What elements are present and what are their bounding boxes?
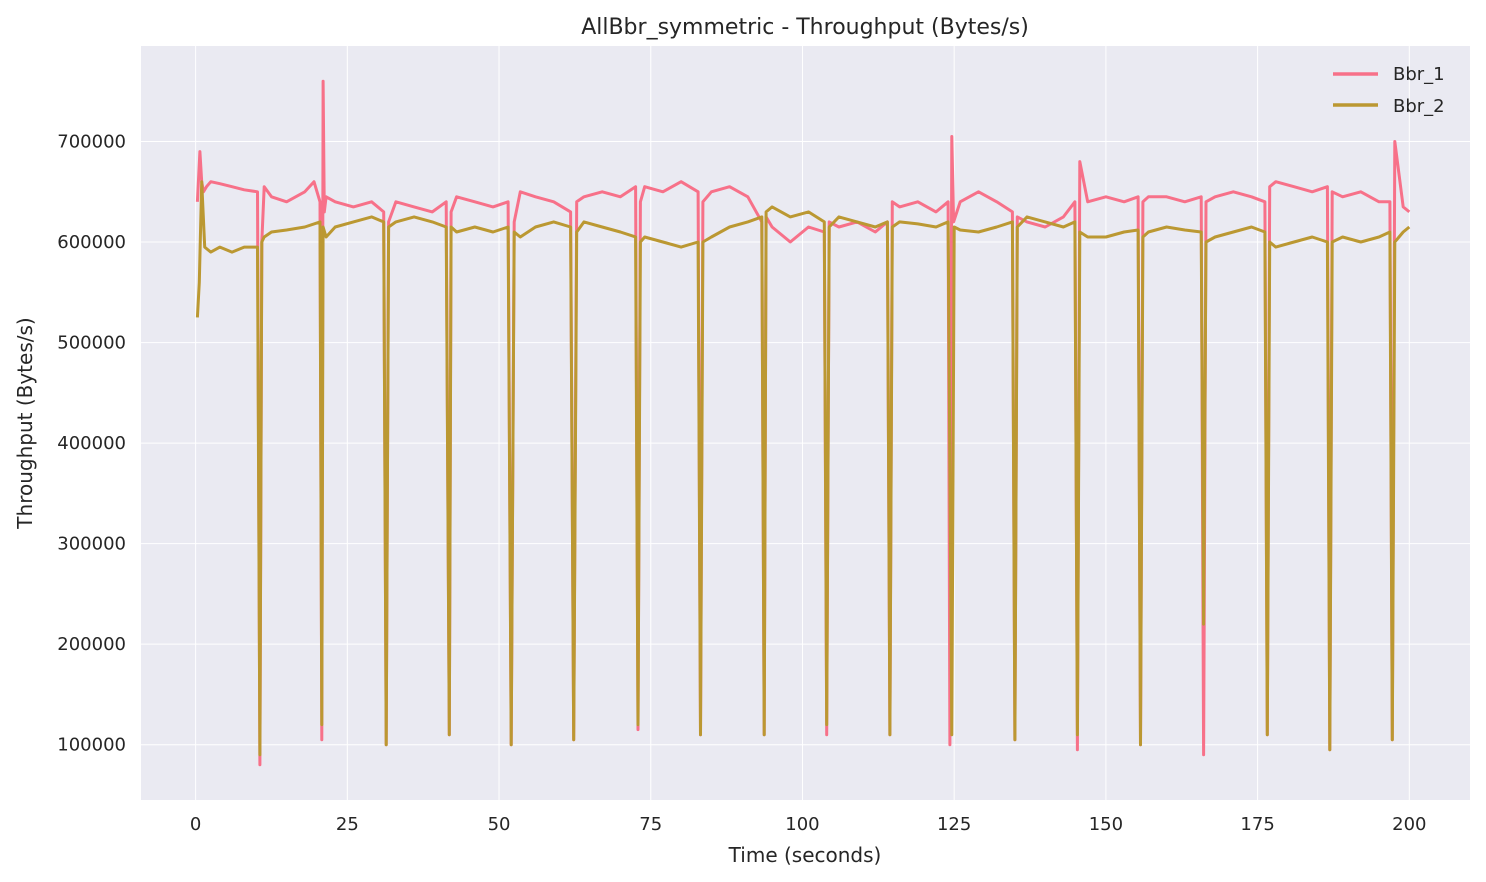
y-tick-label: 100000	[57, 735, 126, 756]
y-tick-label: 300000	[57, 534, 126, 555]
series-layer	[195, 79, 1411, 767]
x-tick-label: 75	[639, 814, 662, 835]
legend: Bbr_1 Bbr_2	[1333, 64, 1445, 117]
x-tick-label: 25	[336, 814, 359, 835]
y-tick-label: 500000	[57, 333, 126, 354]
legend-label-bbr-1: Bbr_1	[1393, 64, 1445, 85]
legend-label-bbr-2: Bbr_2	[1393, 96, 1445, 117]
y-tick-label: 700000	[57, 132, 126, 153]
x-tick-label: 150	[1089, 814, 1123, 835]
y-tick-label: 600000	[57, 232, 126, 253]
y-tick-label: 400000	[57, 433, 126, 454]
x-tick-label: 0	[190, 814, 201, 835]
x-tick-label: 125	[937, 814, 971, 835]
y-axis-ticks: 100000 200000 300000 400000 500000 600000 7000…	[57, 132, 126, 756]
x-tick-label: 175	[1240, 814, 1274, 835]
x-tick-label: 200	[1392, 814, 1426, 835]
plot-background	[141, 46, 1470, 800]
y-axis-label: Throughput (Bytes/s)	[13, 317, 37, 529]
chart-title: AllBbr_symmetric - Throughput (Bytes/s)	[581, 15, 1029, 40]
x-tick-label: 100	[785, 814, 819, 835]
y-tick-label: 200000	[57, 634, 126, 655]
x-axis-label: Time (seconds)	[728, 843, 882, 867]
x-tick-label: 50	[488, 814, 511, 835]
series-line-bbr-2	[195, 180, 1411, 757]
x-axis-ticks: 0 25 50 75 100 125 150 175 200	[190, 814, 1427, 835]
